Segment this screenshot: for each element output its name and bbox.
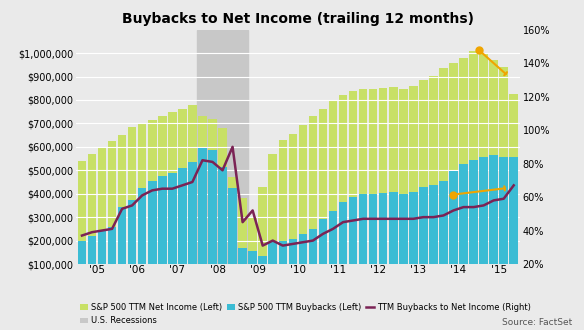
- Bar: [178, 109, 187, 287]
- Bar: [98, 231, 106, 287]
- Bar: [379, 88, 387, 287]
- Bar: [499, 67, 508, 287]
- Bar: [197, 30, 248, 264]
- Bar: [178, 168, 187, 287]
- Bar: [138, 123, 147, 287]
- Bar: [459, 58, 468, 287]
- Bar: [248, 217, 257, 287]
- Bar: [148, 181, 157, 287]
- Bar: [279, 241, 287, 287]
- Bar: [108, 227, 116, 287]
- Bar: [439, 181, 448, 287]
- Bar: [489, 155, 498, 287]
- Bar: [288, 134, 297, 287]
- Bar: [339, 202, 347, 287]
- Bar: [238, 198, 247, 287]
- Bar: [369, 89, 377, 287]
- Bar: [429, 76, 437, 287]
- Bar: [409, 86, 418, 287]
- Bar: [329, 211, 337, 287]
- Bar: [238, 248, 247, 287]
- Bar: [349, 91, 357, 287]
- Bar: [168, 173, 176, 287]
- Bar: [218, 128, 227, 287]
- Bar: [128, 200, 137, 287]
- Bar: [218, 167, 227, 287]
- Legend: S&P 500 TTM Net Income (Left), U.S. Recessions, S&P 500 TTM Buybacks (Left), TTM: S&P 500 TTM Net Income (Left), U.S. Rece…: [80, 303, 531, 325]
- Bar: [88, 236, 96, 287]
- Bar: [419, 187, 427, 287]
- Bar: [339, 95, 347, 287]
- Bar: [308, 116, 317, 287]
- Bar: [429, 185, 437, 287]
- Bar: [459, 164, 468, 287]
- Bar: [208, 119, 217, 287]
- Bar: [349, 197, 357, 287]
- Bar: [449, 172, 458, 287]
- Bar: [269, 242, 277, 287]
- Bar: [509, 94, 518, 287]
- Bar: [78, 241, 86, 287]
- Bar: [228, 177, 237, 287]
- Bar: [279, 140, 287, 287]
- Bar: [269, 154, 277, 287]
- Bar: [389, 87, 398, 287]
- Bar: [128, 127, 137, 287]
- Bar: [78, 161, 86, 287]
- Bar: [399, 89, 408, 287]
- Bar: [168, 112, 176, 287]
- Bar: [379, 193, 387, 287]
- Bar: [509, 157, 518, 287]
- Bar: [359, 194, 367, 287]
- Bar: [259, 187, 267, 287]
- Bar: [319, 219, 327, 287]
- Bar: [308, 229, 317, 287]
- Text: Source: FactSet: Source: FactSet: [502, 318, 572, 327]
- Title: Buybacks to Net Income (trailing 12 months): Buybacks to Net Income (trailing 12 mont…: [122, 12, 474, 26]
- Bar: [489, 60, 498, 287]
- Bar: [329, 100, 337, 287]
- Bar: [208, 150, 217, 287]
- Bar: [138, 188, 147, 287]
- Bar: [470, 51, 478, 287]
- Bar: [470, 160, 478, 287]
- Bar: [148, 120, 157, 287]
- Bar: [118, 135, 126, 287]
- Bar: [198, 116, 207, 287]
- Bar: [248, 251, 257, 287]
- Bar: [118, 207, 126, 287]
- Bar: [369, 194, 377, 287]
- Bar: [288, 239, 297, 287]
- Bar: [158, 176, 166, 287]
- Bar: [158, 116, 166, 287]
- Bar: [479, 157, 488, 287]
- Bar: [298, 125, 307, 287]
- Bar: [359, 89, 367, 287]
- Bar: [228, 188, 237, 287]
- Bar: [319, 109, 327, 287]
- Bar: [439, 68, 448, 287]
- Bar: [419, 80, 427, 287]
- Bar: [298, 234, 307, 287]
- Bar: [98, 147, 106, 287]
- Bar: [499, 157, 508, 287]
- Bar: [399, 194, 408, 287]
- Bar: [188, 162, 197, 287]
- Bar: [409, 192, 418, 287]
- Bar: [108, 141, 116, 287]
- Bar: [259, 256, 267, 287]
- Bar: [449, 63, 458, 287]
- Bar: [479, 53, 488, 287]
- Bar: [188, 105, 197, 287]
- Bar: [389, 192, 398, 287]
- Bar: [198, 148, 207, 287]
- Bar: [88, 154, 96, 287]
